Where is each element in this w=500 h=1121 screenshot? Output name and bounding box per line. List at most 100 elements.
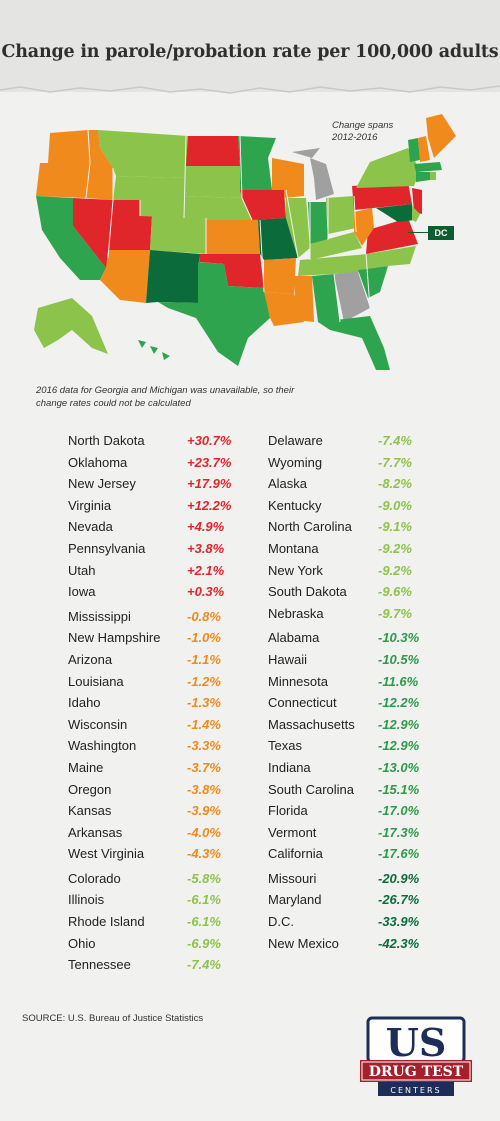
state-rhode-island: [430, 172, 436, 180]
state-row: Idaho -1.3%: [68, 692, 278, 714]
state-row: Pennsylvania +3.8%: [68, 538, 278, 560]
state-kentucky: [310, 232, 362, 260]
state-new-mexico: [146, 250, 200, 303]
state-idaho: [86, 130, 113, 200]
state-row: Illinois -6.1%: [68, 889, 278, 911]
state-name: Iowa: [68, 584, 96, 600]
state-row: Minnesota -11.6%: [268, 671, 478, 693]
state-pennsylvania: [352, 182, 412, 210]
state-row: Washington -3.3%: [68, 735, 278, 757]
state-change-value: -10.5%: [378, 651, 420, 667]
state-name: Maryland: [268, 892, 322, 908]
state-name: New Mexico: [268, 935, 339, 951]
state-name: Vermont: [268, 824, 317, 840]
state-row: New Mexico -42.3%: [268, 933, 478, 955]
state-row: South Dakota -9.6%: [268, 581, 478, 603]
state-row: Tennessee -7.4%: [68, 954, 278, 976]
state-row: Nevada +4.9%: [68, 516, 278, 538]
logo-top-text: US: [386, 1020, 447, 1065]
state-name: Massachusetts: [268, 716, 355, 732]
state-change-value: -4.3%: [187, 846, 221, 862]
page-title: Change in parole/probation rate per 100,…: [1, 42, 499, 62]
state-new-hampshire: [418, 136, 430, 162]
state-change-value: -9.6%: [378, 584, 412, 600]
state-name: Pennsylvania: [68, 540, 146, 556]
state-name: New Hampshire: [68, 630, 161, 646]
state-change-value: -1.2%: [187, 673, 221, 689]
state-change-value: -12.2%: [378, 695, 420, 711]
state-change-value: -6.1%: [187, 892, 221, 908]
state-texas: [158, 262, 270, 366]
state-name: Kentucky: [268, 497, 322, 513]
state-change-value: -5.8%: [187, 870, 221, 886]
state-change-value: -17.3%: [378, 824, 420, 840]
state-change-value: -1.1%: [187, 651, 221, 667]
state-colorado: [150, 216, 206, 254]
state-name: California: [268, 846, 323, 862]
state-change-value: -12.9%: [378, 716, 420, 732]
state-change-value: +17.9%: [187, 476, 232, 492]
title-banner: [0, 0, 500, 92]
state-change-value: +30.7%: [187, 433, 232, 448]
state-illinois: [286, 198, 310, 258]
state-change-value: -10.3%: [378, 630, 420, 646]
state-change-value: +2.1%: [187, 562, 225, 578]
state-georgia: [334, 272, 370, 322]
state-california: [36, 196, 106, 280]
state-name: Wyoming: [268, 454, 323, 470]
state-south-carolina: [358, 266, 388, 298]
state-row: Montana -9.2%: [268, 538, 478, 560]
state-row: Oklahoma +23.7%: [68, 452, 278, 474]
state-row: Indiana -13.0%: [268, 757, 478, 779]
state-row: Maine -3.7%: [68, 757, 278, 779]
state-name: North Dakota: [68, 433, 145, 448]
logo-middle-text: DRUG TEST: [369, 1064, 464, 1080]
change-spans-note: Change spans 2012-2016: [332, 120, 394, 143]
state-kansas: [206, 220, 260, 254]
state-montana: [98, 130, 188, 178]
state-missouri: [252, 218, 298, 260]
state-west-virginia: [354, 208, 374, 246]
state-massachusetts: [414, 162, 442, 172]
state-change-value: -42.3%: [378, 935, 420, 951]
state-name: New Jersey: [68, 476, 136, 492]
state-alabama: [312, 274, 340, 322]
state-name: Missouri: [268, 870, 317, 886]
state-utah: [108, 200, 152, 250]
state-name: South Dakota: [268, 584, 347, 600]
state-name: Minnesota: [268, 673, 328, 689]
state-oregon: [36, 163, 90, 198]
state-name: Virginia: [68, 497, 112, 513]
state-name: North Carolina: [268, 519, 352, 535]
state-row: Colorado -5.8%: [68, 868, 278, 890]
state-tennessee: [298, 254, 368, 276]
state-name: Alaska: [268, 476, 308, 492]
state-name: Florida: [268, 803, 308, 819]
state-alaska: [34, 298, 108, 354]
state-name: Wisconsin: [68, 716, 128, 732]
state-change-value: -17.0%: [378, 803, 420, 819]
map-note-line-1: 2016 data for Georgia and Michigan was u…: [36, 385, 295, 396]
map-note: 2016 data for Georgia and Michigan was u…: [36, 385, 466, 410]
state-name: New York: [268, 562, 323, 578]
state-minnesota: [238, 136, 276, 190]
state-change-value: -15.1%: [378, 781, 420, 797]
state-new-jersey: [412, 188, 422, 214]
state-change-value: -0.8%: [187, 608, 221, 624]
state-change-value: -12.9%: [378, 738, 420, 754]
state-delaware: [412, 206, 420, 222]
state-arkansas: [264, 258, 296, 294]
state-change-value: -3.7%: [187, 759, 221, 775]
state-change-value: -3.8%: [187, 781, 221, 797]
state-name: Rhode Island: [68, 914, 145, 930]
state-row: Utah +2.1%: [68, 560, 278, 582]
state-change-value: -7.4%: [378, 433, 412, 448]
state-row: Massachusetts -12.9%: [268, 714, 478, 736]
state-name: Maine: [68, 759, 104, 775]
state-row: Wisconsin -1.4%: [68, 714, 278, 736]
state-name: Colorado: [68, 870, 121, 886]
state-change-value: -9.1%: [378, 519, 412, 535]
state-name: Oklahoma: [68, 454, 128, 470]
state-row: Wyoming -7.7%: [268, 452, 478, 474]
state-row: Mississippi -0.8%: [68, 606, 278, 628]
